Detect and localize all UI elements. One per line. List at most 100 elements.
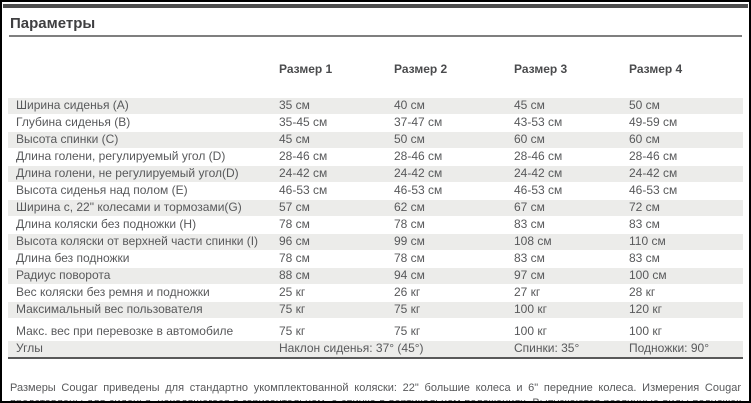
spec-table: Ширина сиденья (A) 35 см 40 см 45 см 50 … — [8, 98, 743, 359]
cell-size-3: 67 см — [514, 200, 545, 214]
cell-size-3: 108 см — [514, 234, 552, 248]
cell-backrest-angle: Спинки: 35° — [514, 341, 580, 355]
cell-size-1: 75 кг — [279, 302, 306, 316]
cell-size-1: 57 см — [279, 200, 310, 214]
cell-size-3: 46-53 см — [514, 183, 563, 197]
table-row-seat-height: Высота сиденья над полом (E) 46-53 см 46… — [8, 183, 743, 200]
row-label: Ширина сиденья (A) — [16, 98, 129, 112]
row-label: Длина голени, регулируемый угол (D) — [16, 149, 226, 163]
cell-size-3: 45 см — [514, 98, 545, 112]
header-size-4: Размер 4 — [629, 62, 683, 76]
cell-size-4: 83 см — [629, 251, 660, 265]
cell-size-3: 100 кг — [514, 324, 547, 338]
cell-footrest-angle: Подножки: 90° — [629, 341, 709, 355]
table-row-turning-radius: Радиус поворота 88 см 94 см 97 см 100 см — [8, 268, 743, 285]
table-row-length-no-footrest: Длина без подножки 78 см 78 см 83 см 83 … — [8, 251, 743, 268]
cell-size-1: 35-45 см — [279, 115, 328, 129]
row-label: Глубина сиденья (B) — [16, 115, 131, 129]
table-row-seat-width: Ширина сиденья (A) 35 см 40 см 45 см 50 … — [8, 98, 743, 115]
cell-size-1: 78 см — [279, 251, 310, 265]
cell-size-2: 62 см — [394, 200, 425, 214]
row-label: Длина коляски без подножки (H) — [16, 217, 197, 231]
cell-size-4: 110 см — [629, 234, 666, 248]
cell-size-2: 75 кг — [394, 324, 421, 338]
table-row-shin-length-fixed: Длина голени, не регулируемый угол(D) 24… — [8, 166, 743, 183]
cell-size-3: 83 см — [514, 217, 545, 231]
cell-size-4: 100 кг — [629, 324, 662, 338]
content-area: Параметры Размер 1 Размер 2 Размер 3 Раз… — [2, 8, 749, 403]
cell-size-1: 96 см — [279, 234, 310, 248]
cell-size-4: 46-53 см — [629, 183, 678, 197]
cell-size-3: 97 см — [514, 268, 545, 282]
table-row-back-height: Высота спинки (C) 45 см 50 см 60 см 60 с… — [8, 132, 743, 149]
page-title: Параметры — [10, 15, 96, 32]
cell-size-2: 24-42 см — [394, 166, 443, 180]
cell-size-4: 120 кг — [629, 302, 662, 316]
row-label: Максимальный вес пользователя — [16, 302, 203, 316]
cell-seat-tilt-angle: Наклон сиденья: 37° (45°) — [279, 341, 424, 355]
cell-size-2: 46-53 см — [394, 183, 443, 197]
cell-size-1: 88 см — [279, 268, 310, 282]
cell-size-4: 28-46 см — [629, 149, 678, 163]
row-label: Макс. вес при перевозке в автомобиле — [16, 324, 234, 338]
table-row-seat-depth: Глубина сиденья (B) 35-45 см 37-47 см 43… — [8, 115, 743, 132]
cell-size-1: 78 см — [279, 217, 310, 231]
cell-size-3: 60 см — [514, 132, 545, 146]
cell-size-1: 75 кг — [279, 324, 306, 338]
table-row-height-from-backrest: Высота коляски от верхней части спинки (… — [8, 234, 743, 251]
cell-size-1: 35 см — [279, 98, 310, 112]
cell-size-1: 46-53 см — [279, 183, 328, 197]
header-size-1: Размер 1 — [279, 62, 333, 76]
table-row-angles: Углы Наклон сиденья: 37° (45°) Спинки: 3… — [8, 341, 743, 359]
cell-size-4: 100 см — [629, 268, 667, 282]
cell-size-4: 49-59 см — [629, 115, 678, 129]
cell-size-2: 78 см — [394, 217, 425, 231]
table-row-width-with-wheels: Ширина с, 22" колесами и тормозами(G) 57… — [8, 200, 743, 217]
table-row-max-user-weight: Максимальный вес пользователя 75 кг 75 к… — [8, 302, 743, 319]
cell-size-1: 45 см — [279, 132, 310, 146]
cell-size-1: 24-42 см — [279, 166, 328, 180]
cell-size-3: 28-46 см — [514, 149, 563, 163]
footnote-text: Размеры Cougar приведены для стандартно … — [10, 382, 741, 403]
table-row-shin-length-adjustable: Длина голени, регулируемый угол (D) 28-4… — [8, 149, 743, 166]
cell-size-4: 60 см — [629, 132, 660, 146]
row-label: Ширина с, 22" колесами и тормозами(G) — [16, 200, 242, 214]
cell-size-3: 24-42 см — [514, 166, 563, 180]
cell-size-2: 28-46 см — [394, 149, 443, 163]
cell-size-1: 25 кг — [279, 285, 306, 299]
cell-size-2: 75 кг — [394, 302, 421, 316]
cell-size-2: 94 см — [394, 268, 425, 282]
cell-size-4: 72 см — [629, 200, 660, 214]
row-label: Высота сиденья над полом (E) — [16, 183, 188, 197]
row-label: Радиус поворота — [16, 268, 111, 282]
row-label: Высота спинки (C) — [16, 132, 119, 146]
row-label: Вес коляски без ремня и подножки — [16, 285, 210, 299]
cell-size-2: 99 см — [394, 234, 425, 248]
header-empty-cell — [8, 68, 271, 72]
title-divider — [9, 35, 742, 37]
row-label: Длина голени, не регулируемый угол(D) — [16, 166, 239, 180]
header-size-2: Размер 2 — [394, 62, 448, 76]
cell-size-2: 26 кг — [394, 285, 421, 299]
cell-size-2: 50 см — [394, 132, 425, 146]
top-accent-bar — [3, 4, 748, 8]
cell-size-2: 40 см — [394, 98, 425, 112]
cell-size-2: 78 см — [394, 251, 425, 265]
cell-size-3: 27 кг — [514, 285, 541, 299]
cell-size-3: 83 см — [514, 251, 545, 265]
row-label: Длина без подножки — [16, 251, 130, 265]
cell-size-4: 28 кг — [629, 285, 656, 299]
table-row-max-transport-weight: Макс. вес при перевозке в автомобиле 75 … — [8, 324, 743, 341]
row-label: Углы — [16, 341, 43, 355]
cell-size-2: 37-47 см — [394, 115, 443, 129]
table-row-weight-no-belt: Вес коляски без ремня и подножки 25 кг 2… — [8, 285, 743, 302]
cell-size-1: 28-46 см — [279, 149, 328, 163]
cell-size-3: 100 кг — [514, 302, 547, 316]
cell-size-4: 83 см — [629, 217, 660, 231]
header-size-3: Размер 3 — [514, 62, 568, 76]
table-row-length-no-footrest-h: Длина коляски без подножки (H) 78 см 78 … — [8, 217, 743, 234]
row-label: Высота коляски от верхней части спинки (… — [16, 234, 259, 248]
cell-size-4: 24-42 см — [629, 166, 678, 180]
cell-size-4: 50 см — [629, 98, 660, 112]
